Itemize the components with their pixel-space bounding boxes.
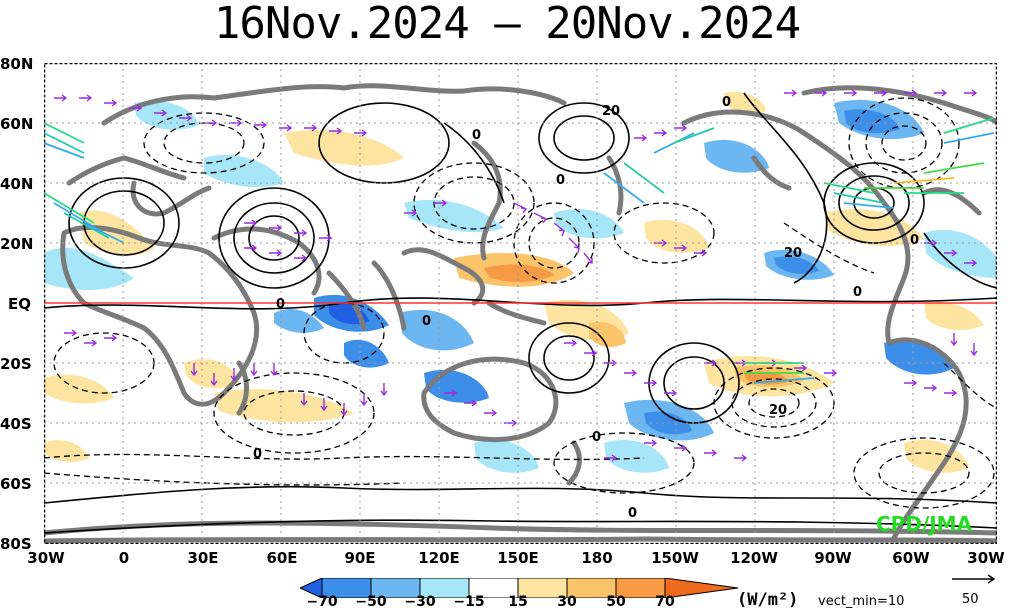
contour-label: 0 (592, 430, 601, 445)
lon-label-0: 0 (118, 549, 130, 567)
contour-label: 0 (853, 285, 862, 300)
map-panel: 0 0 20 0 0 20 0 0 0 20 0 0 0 (44, 63, 997, 544)
colorbar-tick: 70 (655, 594, 675, 610)
lon-label-120w: 120W (730, 549, 778, 567)
contour-label: 20 (769, 403, 787, 418)
reference-vector-arrow-icon (952, 574, 996, 584)
lat-label-20s: 20S (0, 355, 32, 373)
contour-label: 0 (276, 297, 285, 312)
lon-label-150e: 150E (497, 549, 539, 567)
colorbar-segment (664, 578, 739, 598)
contour-label: 0 (472, 128, 481, 143)
lat-label-60n: 60N (0, 115, 34, 133)
lon-label-30w-east: 30W (967, 549, 1005, 567)
contour-label: 0 (722, 95, 731, 110)
contour-label: 20 (602, 104, 620, 119)
lat-label-60s: 60S (0, 475, 32, 493)
contour-label: 20 (784, 246, 802, 261)
colorbar-tick: −50 (355, 594, 387, 610)
contour-label: 0 (910, 233, 919, 248)
lon-label-90w: 90W (814, 549, 852, 567)
lon-label-150w: 150W (651, 549, 699, 567)
anomaly-shading (44, 91, 997, 473)
lat-label-eq: EQ (8, 295, 31, 313)
contour-label: 0 (628, 506, 637, 521)
colorbar (300, 578, 739, 598)
lat-label-40s: 40S (0, 415, 32, 433)
colorbar-tick: 50 (606, 594, 626, 610)
contour-labels: 0 0 20 0 0 20 0 0 0 20 0 0 0 (253, 95, 919, 521)
colorbar-units: (W/m²) (737, 590, 799, 610)
credit-label: CPD/JMA (876, 512, 973, 536)
map-title: 16Nov.2024 – 20Nov.2024 (213, 0, 801, 49)
lon-label-120e: 120E (418, 549, 460, 567)
colorbar-tick: −70 (306, 594, 338, 610)
colorbar-tick: 30 (557, 594, 577, 610)
lat-label-80s: 80S (0, 535, 32, 553)
lon-label-60w: 60W (892, 549, 930, 567)
map-frame (44, 63, 997, 544)
lon-label-90e: 90E (344, 549, 376, 567)
lat-label-40n: 40N (0, 175, 34, 193)
lon-label-30e: 30E (187, 549, 219, 567)
lon-label-180: 180 (581, 549, 613, 567)
lon-label-30w: 30W (27, 549, 65, 567)
contour-label: 0 (556, 173, 565, 188)
reference-vector-label: 50 (962, 592, 979, 607)
contours-negative (44, 97, 997, 509)
lat-label-80n: 80N (0, 55, 34, 73)
continents (44, 83, 997, 544)
vector-min-label: vect_min=10 (818, 594, 905, 609)
lat-label-20n: 20N (0, 235, 34, 253)
lon-label-60e: 60E (266, 549, 298, 567)
colorbar-tick: −15 (453, 594, 485, 610)
contour-label: 0 (253, 447, 262, 462)
contour-label: 0 (422, 314, 431, 329)
colorbar-tick: −30 (404, 594, 436, 610)
colorbar-tick: 15 (508, 594, 528, 610)
